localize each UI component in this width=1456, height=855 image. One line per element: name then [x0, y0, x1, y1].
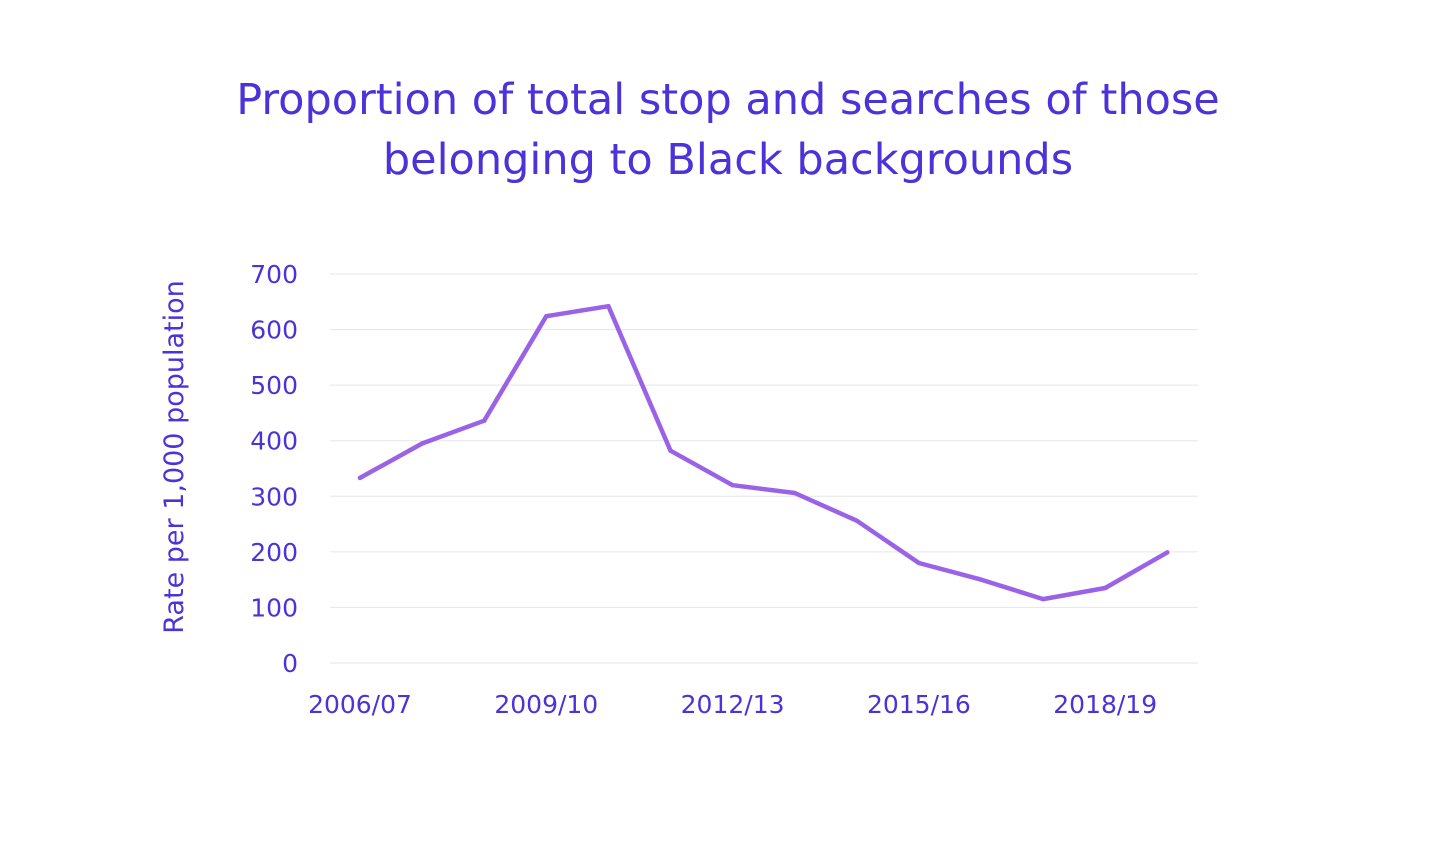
y-tick-label: 500: [250, 371, 298, 400]
data-point: [1040, 596, 1046, 602]
data-point: [482, 418, 487, 423]
y-tick-label: 100: [250, 593, 298, 622]
data-point: [1103, 585, 1108, 591]
data-point: [978, 577, 984, 582]
y-tick-label: 700: [250, 260, 298, 289]
x-tick-label: 2012/13: [681, 690, 785, 719]
data-point: [606, 304, 611, 309]
y-tick-label: 600: [250, 316, 298, 345]
y-tick-label: 400: [250, 427, 298, 456]
data-point: [792, 490, 797, 496]
data-point: [730, 482, 735, 488]
chart-title-line-2: belonging to Black backgrounds: [382, 135, 1074, 185]
data-point: [544, 314, 549, 319]
data-point: [357, 475, 363, 481]
chart-title: Proportion of total stop and searches of…: [0, 70, 1456, 190]
gridlines: [330, 273, 1198, 664]
y-tick-label: 200: [250, 538, 298, 567]
y-axis-label: Rate per 1,000 population: [159, 280, 190, 633]
y-axis-ticks: 0 100 200 300 400 500 600 700: [250, 260, 298, 678]
data-point: [1165, 550, 1170, 555]
x-axis-ticks: 2006/07 2009/10 2012/13 2015/16 2018/19: [308, 690, 1157, 719]
series-layer: [357, 303, 1170, 602]
x-tick-label: 2018/19: [1053, 690, 1157, 719]
x-tick-label: 2015/16: [867, 690, 971, 719]
chart-title-line-1: Proportion of total stop and searches of…: [236, 75, 1220, 125]
data-point: [854, 518, 859, 523]
x-tick-label: 2009/10: [494, 690, 598, 719]
y-tick-label: 300: [250, 482, 298, 511]
y-tick-label: 0: [282, 649, 298, 678]
data-point: [419, 441, 425, 446]
x-tick-label: 2006/07: [308, 690, 412, 719]
data-point: [668, 448, 673, 453]
data-point: [916, 560, 922, 566]
series-line: [357, 303, 1170, 602]
